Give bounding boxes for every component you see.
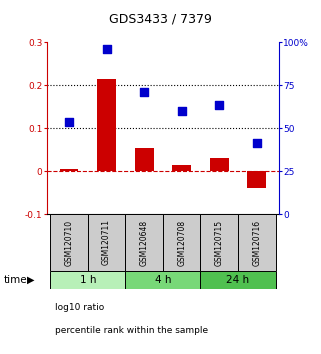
Text: 24 h: 24 h	[226, 275, 249, 285]
Text: log10 ratio: log10 ratio	[55, 303, 104, 313]
Bar	[200, 271, 275, 289]
Bar	[210, 158, 229, 171]
Bar	[50, 271, 126, 289]
Point	[104, 46, 109, 52]
Bar	[126, 214, 163, 271]
Bar	[97, 79, 116, 171]
Text: GDS3433 / 7379: GDS3433 / 7379	[109, 12, 212, 25]
Text: GSM120716: GSM120716	[252, 219, 261, 266]
Text: GSM120711: GSM120711	[102, 219, 111, 266]
Point	[217, 102, 222, 108]
Bar	[247, 171, 266, 188]
Text: time: time	[3, 275, 27, 285]
Text: GSM120708: GSM120708	[177, 219, 186, 266]
Bar	[172, 165, 191, 171]
Bar	[238, 214, 275, 271]
Text: 1 h: 1 h	[80, 275, 96, 285]
Bar	[200, 214, 238, 271]
Text: GSM120715: GSM120715	[215, 219, 224, 266]
Text: 4 h: 4 h	[155, 275, 171, 285]
Text: GSM120710: GSM120710	[65, 219, 74, 266]
Text: percentile rank within the sample: percentile rank within the sample	[55, 326, 208, 336]
Bar	[135, 148, 153, 171]
Bar	[126, 271, 200, 289]
Point	[142, 89, 147, 95]
Point	[179, 108, 184, 114]
Point	[66, 119, 72, 125]
Bar	[60, 169, 78, 171]
Bar	[50, 214, 88, 271]
Bar	[88, 214, 126, 271]
Text: ▶: ▶	[27, 275, 34, 285]
Bar	[163, 214, 200, 271]
Point	[254, 141, 259, 146]
Text: GSM120648: GSM120648	[140, 219, 149, 266]
